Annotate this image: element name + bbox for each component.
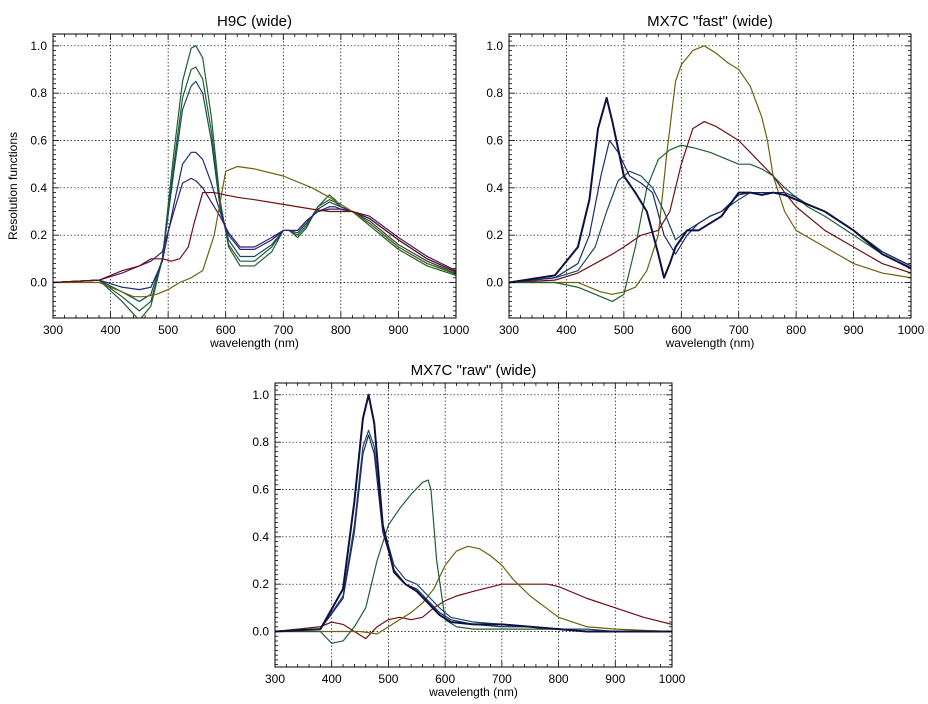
x-tick-label: 300 xyxy=(43,323,63,337)
x-tick-label: 500 xyxy=(158,323,178,337)
y-tick-label: 0.2 xyxy=(30,228,47,242)
x-tick-label: 900 xyxy=(388,323,408,337)
series-line-4 xyxy=(53,151,456,291)
chart-title: H9C (wide) xyxy=(217,13,292,30)
x-tick-label: 500 xyxy=(378,672,398,686)
series-line-3 xyxy=(53,80,456,303)
y-tick-label: 0.4 xyxy=(486,181,503,195)
x-tick-label: 600 xyxy=(671,323,691,337)
y-tick-label: 0.8 xyxy=(252,435,269,449)
x-tick-label: 800 xyxy=(549,672,569,686)
x-tick-label: 500 xyxy=(614,323,634,337)
plot-frame xyxy=(508,33,912,319)
x-tick-label: 800 xyxy=(331,323,351,337)
y-tick-label: 0.4 xyxy=(30,181,47,195)
y-tick-label: 0.2 xyxy=(486,228,503,242)
x-tick-label: 400 xyxy=(101,323,121,337)
panel-2: 300 400 500 600 700 800 900 1000 0.0 0.2 0.4 0.6 0.8… xyxy=(486,13,924,350)
series-line-2 xyxy=(509,120,911,284)
series-line-5 xyxy=(509,139,911,284)
y-tick-label: 0.2 xyxy=(252,577,269,591)
y-tick-label: 0.6 xyxy=(486,134,503,148)
x-tick-label: 900 xyxy=(605,672,625,686)
x-axis-label: wavelength (nm) xyxy=(428,685,518,699)
panel-1: 300 400 500 600 700 800 900 1000 0.0 0.2 0.4 0.6 0.8… xyxy=(30,13,469,350)
y-tick-label: 0.6 xyxy=(252,483,269,497)
series-line-1 xyxy=(509,45,911,295)
series-line-5 xyxy=(53,177,456,284)
y-tick-label: 0.8 xyxy=(486,86,503,100)
x-tick-label: 300 xyxy=(265,672,285,686)
y-tick-label: 0.0 xyxy=(486,276,503,290)
y-tick-label: 0.0 xyxy=(30,276,47,290)
series-line-3 xyxy=(275,479,672,644)
series-line-1 xyxy=(275,583,672,640)
panel-3: 300 400 500 600 700 800 900 1000 0.0 0.2 0.4 0.6 0.8… xyxy=(252,362,685,699)
plot-frame xyxy=(52,33,457,319)
x-tick-label: 1000 xyxy=(443,323,470,337)
chart-title: MX7C "fast" (wide) xyxy=(647,13,773,30)
series-line-6 xyxy=(275,393,672,633)
x-tick-label: 1000 xyxy=(659,672,686,686)
y-tick-label: 1.0 xyxy=(486,39,503,53)
x-tick-label: 1000 xyxy=(898,323,925,337)
x-tick-label: 400 xyxy=(556,323,576,337)
y-tick-label: 1.0 xyxy=(252,388,269,402)
series-line-2 xyxy=(275,545,672,635)
series-line-6 xyxy=(53,165,456,298)
series-line-4 xyxy=(275,429,672,633)
x-tick-label: 800 xyxy=(786,323,806,337)
y-tick-label: 0.6 xyxy=(30,134,47,148)
x-tick-label: 600 xyxy=(216,323,236,337)
y-tick-label: 0.8 xyxy=(30,86,47,100)
x-tick-label: 900 xyxy=(844,323,864,337)
x-tick-label: 300 xyxy=(499,323,519,337)
chart-title: MX7C "raw" (wide) xyxy=(411,362,537,379)
y-tick-label: 1.0 xyxy=(30,39,47,53)
plot-frame xyxy=(274,382,673,668)
x-tick-label: 700 xyxy=(729,323,749,337)
x-tick-label: 700 xyxy=(273,323,293,337)
x-axis-label: wavelength (nm) xyxy=(209,336,299,350)
y-tick-label: 0.4 xyxy=(252,530,269,544)
series-line-1 xyxy=(53,45,456,318)
y-tick-label: 0.0 xyxy=(252,625,269,639)
series-line-6 xyxy=(509,96,911,284)
series-line-3 xyxy=(509,144,911,303)
x-axis-label: wavelength (nm) xyxy=(665,336,755,350)
x-tick-label: 400 xyxy=(322,672,342,686)
figure-y-axis-label: Resolution functions xyxy=(6,132,20,240)
x-tick-label: 600 xyxy=(435,672,455,686)
series-line-7 xyxy=(53,191,456,284)
x-tick-label: 700 xyxy=(492,672,512,686)
